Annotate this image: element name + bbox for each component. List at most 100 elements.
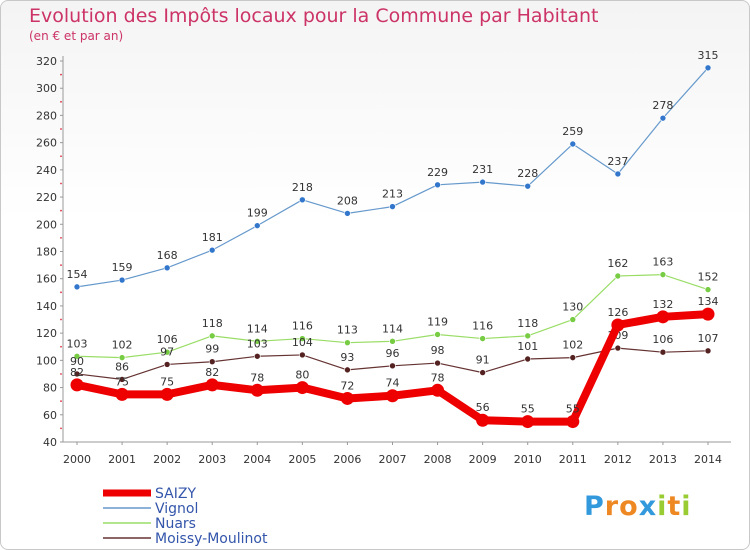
data-point-vignol <box>704 64 712 72</box>
data-point-moissy-moulinot <box>253 352 261 360</box>
data-label-saizy: 72 <box>340 379 354 392</box>
data-point-nuars <box>479 335 486 342</box>
data-label-vignol: 213 <box>382 188 403 201</box>
y-minor-dot <box>60 128 62 130</box>
y-minor-dot <box>60 236 62 239</box>
data-point-vignol <box>389 203 396 210</box>
y-minor-dot <box>60 400 62 403</box>
data-label-saizy: 134 <box>698 295 719 308</box>
y-tick-label: 100 <box>36 354 57 367</box>
data-label-vignol: 259 <box>562 125 583 138</box>
x-tick-label: 2002 <box>153 453 181 466</box>
data-point-saizy <box>431 383 445 397</box>
data-label-moissy-moulinot: 107 <box>698 332 719 345</box>
data-label-moissy-moulinot: 86 <box>115 360 129 373</box>
data-point-vignol <box>614 170 622 178</box>
data-point-nuars <box>163 348 171 356</box>
data-point-saizy <box>115 387 129 401</box>
logo-letter: o <box>619 491 639 522</box>
y-minor-dot <box>60 345 62 348</box>
y-minor-dot <box>60 182 62 185</box>
data-label-moissy-moulinot: 106 <box>652 333 673 346</box>
data-label-vignol: 229 <box>427 166 448 179</box>
legend-label-nuars: Nuars <box>155 516 196 532</box>
x-tick-label: 2013 <box>649 453 677 466</box>
logo-letter: P <box>584 491 605 522</box>
data-point-saizy <box>611 318 625 332</box>
logo-letter: r <box>604 491 620 522</box>
y-tick-label: 240 <box>36 164 57 177</box>
data-point-vignol <box>659 114 667 122</box>
series-vignol: 154 159 168 181 199 218 208 213 229 231 228 259 237 2… <box>67 49 719 291</box>
data-point-vignol <box>434 181 441 189</box>
data-point-saizy <box>295 381 309 395</box>
data-point-moissy-moulinot <box>299 351 306 359</box>
data-point-moissy-moulinot <box>344 366 351 374</box>
data-point-vignol <box>163 264 171 272</box>
y-minor-dot <box>60 427 62 430</box>
data-label-nuars: 114 <box>247 322 268 335</box>
data-point-nuars <box>614 272 622 280</box>
logo-letter: t <box>667 491 682 522</box>
data-point-nuars <box>73 352 81 360</box>
y-tick-label: 300 <box>36 82 57 95</box>
data-label-vignol: 228 <box>517 167 538 180</box>
series-nuars: 103 102 106 118 114 116 113 114 119 116 118 130 162 1… <box>67 256 719 361</box>
data-label-saizy: 126 <box>607 306 628 319</box>
chart-title: Evolution des Impôts locaux pour la Comm… <box>29 5 599 27</box>
data-point-vignol <box>73 283 81 291</box>
y-tick-label: 280 <box>36 109 57 122</box>
data-label-vignol: 315 <box>698 49 719 62</box>
data-point-moissy-moulinot <box>118 376 126 383</box>
data-point-moissy-moulinot <box>434 359 441 367</box>
x-tick-label: 2011 <box>559 453 587 466</box>
data-label-nuars: 116 <box>292 320 313 333</box>
data-label-moissy-moulinot: 96 <box>386 347 400 360</box>
data-point-nuars <box>434 331 441 338</box>
data-label-saizy: 75 <box>160 375 174 388</box>
x-tick-label: 2005 <box>288 453 316 466</box>
data-point-vignol <box>344 210 351 217</box>
data-label-nuars: 162 <box>607 257 628 270</box>
data-label-nuars: 106 <box>157 333 178 346</box>
data-point-saizy <box>70 378 84 392</box>
y-minor-dot <box>60 73 62 76</box>
data-label-moissy-moulinot: 99 <box>205 343 219 356</box>
legend-label-vignol: Vignol <box>155 501 198 517</box>
data-point-saizy <box>566 415 580 429</box>
data-point-vignol <box>569 140 577 148</box>
data-point-nuars <box>299 335 306 342</box>
data-label-vignol: 199 <box>247 207 268 220</box>
data-point-moissy-moulinot <box>524 355 532 363</box>
logo-letter: x <box>638 491 658 522</box>
y-tick-label: 120 <box>36 327 57 340</box>
data-label-vignol: 208 <box>337 194 358 207</box>
data-label-saizy: 55 <box>521 403 535 416</box>
data-point-saizy <box>386 389 399 403</box>
data-label-nuars: 116 <box>472 320 493 333</box>
data-point-vignol <box>208 246 216 254</box>
logo-letter: i <box>681 491 692 522</box>
data-point-nuars <box>389 338 396 345</box>
x-tick-label: 2007 <box>379 453 407 466</box>
y-minor-dot <box>60 264 62 267</box>
data-point-saizy <box>340 391 354 405</box>
y-minor-dot <box>60 209 62 212</box>
data-point-moissy-moulinot <box>479 369 486 376</box>
y-minor-dot <box>60 291 62 294</box>
data-label-moissy-moulinot: 98 <box>431 344 445 357</box>
data-point-moissy-moulinot <box>569 354 577 361</box>
data-point-saizy <box>160 387 174 401</box>
x-tick-label: 2010 <box>514 453 542 466</box>
data-point-moissy-moulinot <box>659 348 667 356</box>
data-label-saizy: 75 <box>115 375 129 388</box>
y-tick-label: 60 <box>43 409 57 422</box>
x-tick-label: 2008 <box>424 453 452 466</box>
data-label-nuars: 118 <box>202 317 223 330</box>
legend-label-moissy-moulinot: Moissy-Moulinot <box>155 531 268 547</box>
data-label-moissy-moulinot: 90 <box>70 355 84 368</box>
data-point-vignol <box>118 276 126 284</box>
data-point-nuars <box>704 286 712 293</box>
